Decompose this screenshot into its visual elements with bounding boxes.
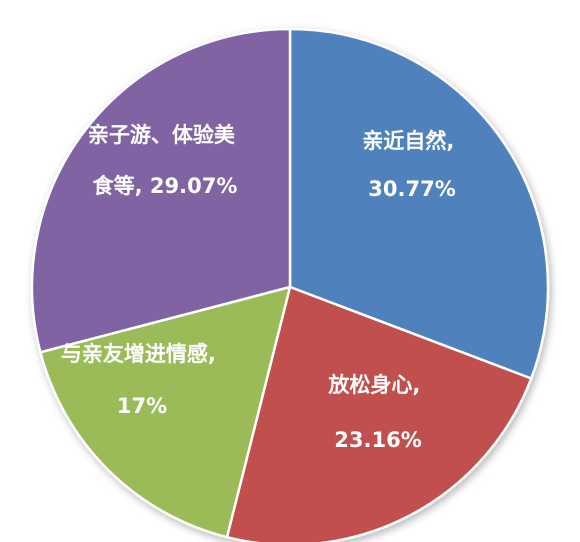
slice-label-relax-line2: 23.16% (334, 428, 421, 452)
pie-slice-parent-child (30, 27, 292, 354)
slice-label-family: 与亲友增进情感, 17% (61, 342, 223, 418)
slice-label-parent-child-line1: 亲子游、体验美 (88, 123, 235, 147)
slice-label-relax: 放松身心, 23.16% (327, 373, 427, 452)
slice-label-nature: 亲近自然, 30.77% (362, 129, 461, 201)
slice-label-relax-line1: 放松身心, (327, 373, 420, 397)
pie-slice-relax (225, 285, 533, 542)
pie-slice-family (39, 285, 292, 539)
slice-label-nature-line2: 30.77% (368, 177, 455, 201)
slice-label-nature-line1: 亲近自然, (362, 129, 454, 153)
slice-label-family-line2: 17% (117, 394, 167, 418)
pie-slice-nature (288, 27, 550, 380)
slice-label-parent-child-line2: 食等, 29.07% (93, 174, 238, 198)
slice-label-family-line1: 与亲友增进情感, (61, 342, 216, 366)
slice-label-parent-child: 亲子游、体验美 食等, 29.07% (88, 123, 242, 198)
